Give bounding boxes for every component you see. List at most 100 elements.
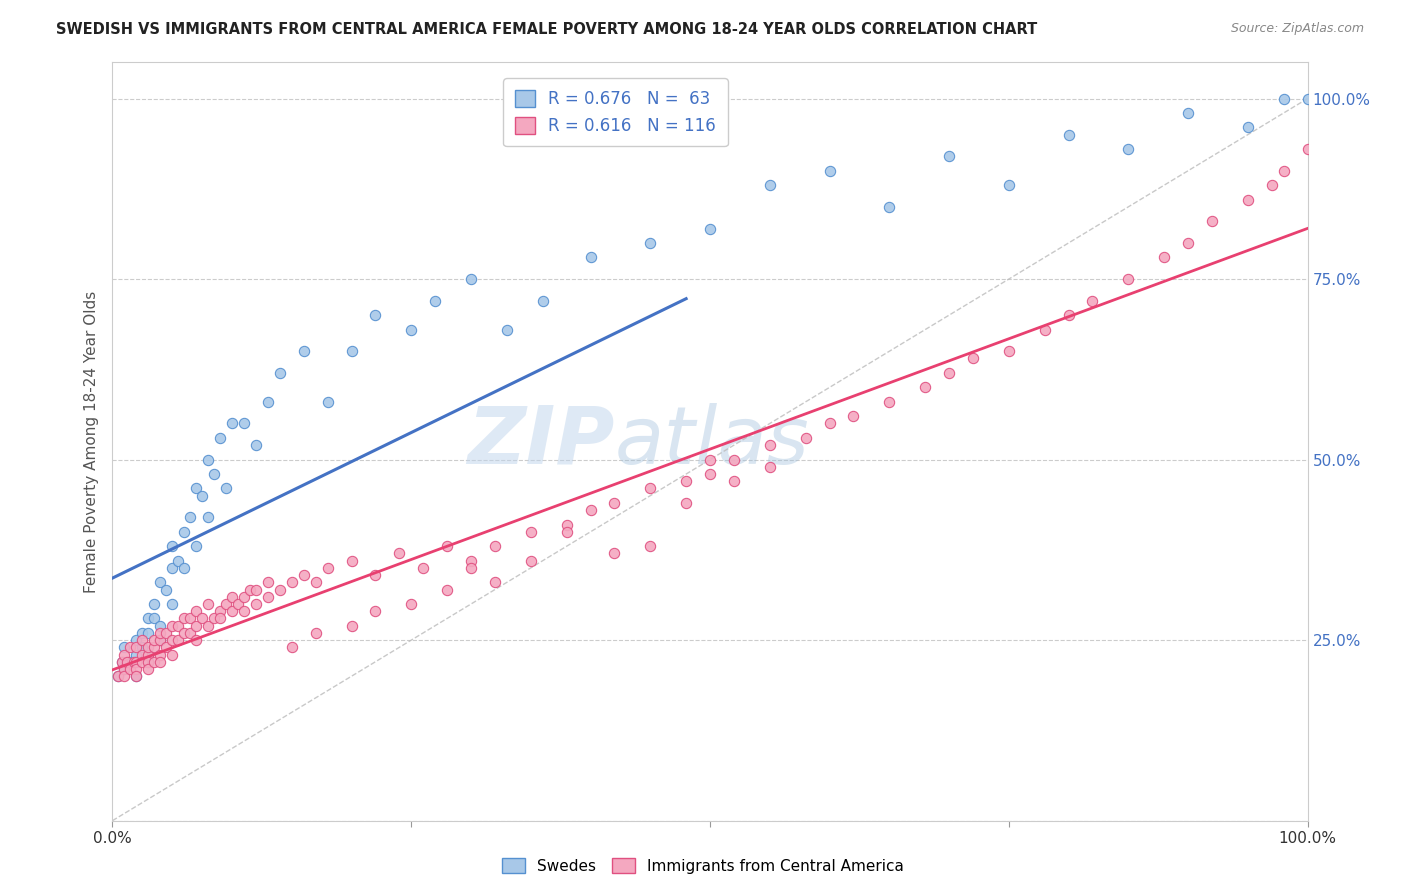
Point [215,482,238,496]
Point [215,597,238,611]
Point [269,366,291,380]
Point [125,655,148,669]
Point [114,648,135,662]
Point [173,611,195,625]
Point [143,633,166,648]
Point [107,669,129,683]
Point [340,344,363,359]
Point [1261,178,1284,193]
Point [138,648,160,662]
Y-axis label: Female Poverty Among 18-24 Year Olds: Female Poverty Among 18-24 Year Olds [83,291,98,592]
Point [173,524,195,539]
Point [305,626,328,640]
Point [138,626,160,640]
Point [173,561,195,575]
Point [167,633,190,648]
Point [179,626,201,640]
Point [699,452,721,467]
Point [120,662,142,676]
Point [794,431,817,445]
Point [699,221,721,235]
Legend: Swedes, Immigrants from Central America: Swedes, Immigrants from Central America [496,852,910,880]
Point [1272,163,1295,178]
Point [1177,106,1199,120]
Point [281,640,304,655]
Point [179,611,201,625]
Point [269,582,291,597]
Point [221,590,243,604]
Point [460,272,482,286]
Point [107,669,129,683]
Point [125,669,148,683]
Point [1237,120,1260,135]
Point [162,597,183,611]
Point [436,539,458,553]
Point [1296,142,1319,156]
Point [111,655,134,669]
Point [197,618,219,632]
Point [759,459,782,474]
Point [120,655,142,669]
Point [555,524,578,539]
Point [938,149,960,163]
Legend: R = 0.676   N =  63, R = 0.616   N = 116: R = 0.676 N = 63, R = 0.616 N = 116 [503,78,728,146]
Point [167,554,190,568]
Point [186,633,208,648]
Point [460,561,482,575]
Point [179,510,201,524]
Point [115,655,138,669]
Point [149,575,172,590]
Point [364,604,387,618]
Point [138,662,160,676]
Point [114,640,135,655]
Point [245,438,267,452]
Point [305,575,328,590]
Point [1057,308,1080,322]
Point [401,597,423,611]
Text: ZIP: ZIP [467,402,614,481]
Point [640,482,662,496]
Point [316,394,339,409]
Point [162,539,183,553]
Point [143,640,166,655]
Point [484,539,506,553]
Point [484,575,506,590]
Point [149,633,172,648]
Point [114,669,135,683]
Point [364,308,387,322]
Point [143,611,166,625]
Point [131,648,153,662]
Point [818,417,841,431]
Point [114,662,135,676]
Point [531,293,554,308]
Point [122,655,145,669]
Point [149,655,172,669]
Point [364,568,387,582]
Point [125,669,148,683]
Point [245,597,267,611]
Point [245,582,267,597]
Point [879,394,901,409]
Point [1033,323,1056,337]
Point [162,618,183,632]
Point [962,351,984,366]
Point [173,626,195,640]
Point [149,633,172,648]
Point [233,590,256,604]
Point [1057,128,1080,142]
Point [209,611,232,625]
Point [1118,272,1140,286]
Point [221,417,243,431]
Point [155,582,177,597]
Point [436,582,458,597]
Point [239,582,262,597]
Point [233,417,256,431]
Point [759,438,782,452]
Point [138,611,160,625]
Point [186,604,208,618]
Point [131,626,153,640]
Point [292,344,315,359]
Point [699,467,721,481]
Point [221,604,243,618]
Point [114,662,135,676]
